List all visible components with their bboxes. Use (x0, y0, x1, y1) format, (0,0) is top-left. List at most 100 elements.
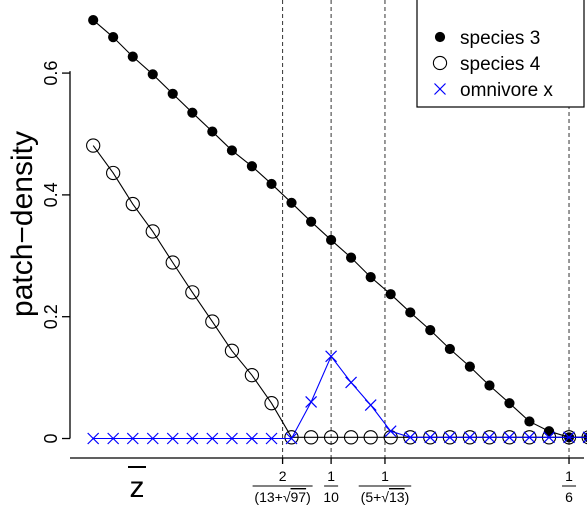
series-line (92, 145, 587, 438)
data-point (185, 285, 200, 300)
data-point (524, 416, 535, 427)
data-point (266, 178, 277, 190)
cross-stroke (434, 83, 446, 95)
series-layer (86, 14, 587, 445)
data-point (365, 272, 376, 283)
data-point (246, 161, 258, 172)
reference-lines (282, 0, 570, 458)
series-line (93, 355, 587, 440)
series-species-4 (86, 138, 587, 445)
plot-area (86, 0, 587, 458)
data-point (245, 432, 258, 445)
data-point (523, 431, 536, 444)
cross-stroke (384, 425, 397, 438)
data-point (405, 307, 416, 318)
x-tick-numerator: 1 (381, 468, 389, 484)
legend-item: species 4 (432, 54, 541, 75)
data-point (265, 432, 278, 445)
data-point (147, 69, 158, 80)
data-point (363, 430, 378, 445)
x-tick-numerator: 1 (327, 468, 335, 484)
data-point (563, 431, 575, 444)
y-tick-label: 0.4 (41, 182, 61, 207)
data-point (343, 430, 359, 445)
cross-stroke (265, 432, 278, 445)
data-point (107, 432, 120, 445)
data-point (503, 431, 516, 444)
y-tick-label: 0.6 (41, 61, 61, 86)
data-point (305, 396, 318, 408)
legend-marker (434, 83, 446, 95)
x-tick-numerator: 2 (279, 468, 287, 484)
legend-label: species 4 (460, 54, 541, 75)
data-point (224, 343, 240, 358)
cross-stroke (503, 431, 516, 444)
data-point (463, 431, 476, 444)
data-point (186, 432, 199, 445)
cross-stroke (126, 432, 139, 445)
data-point (444, 343, 455, 355)
legend-marker (432, 55, 448, 71)
data-point (244, 368, 260, 383)
data-point (325, 350, 338, 363)
data-point (364, 399, 377, 411)
data-point (385, 289, 396, 300)
cross-stroke (404, 431, 417, 444)
data-point (543, 431, 555, 444)
cross-stroke (146, 432, 159, 445)
y-tick-label: 0.2 (41, 304, 61, 329)
legend-item: omnivore x (434, 80, 553, 101)
cross-stroke (345, 376, 358, 389)
data-point (504, 398, 515, 409)
y-tick-label: 0 (41, 434, 61, 444)
cross-stroke (305, 396, 318, 408)
data-point (483, 431, 496, 444)
x-tick-label: 110 (323, 468, 339, 505)
data-point (424, 431, 437, 444)
data-point (582, 431, 587, 444)
data-point (464, 361, 475, 372)
data-point (286, 197, 297, 208)
cross-stroke (325, 350, 338, 363)
data-point (284, 430, 299, 445)
data-point (226, 432, 238, 445)
data-point (303, 430, 319, 445)
x-tick-label: 2 (13+√97) (252, 468, 313, 505)
data-point (345, 252, 357, 263)
legend-item: species 3 (434, 28, 540, 49)
x-tick-label: 16 (562, 468, 577, 505)
x-tick-label: 1 (5+√13) (358, 468, 412, 505)
cross-stroke (285, 432, 298, 445)
data-point (226, 145, 238, 156)
cross-stroke (166, 432, 179, 445)
legend-label: omnivore x (460, 80, 553, 101)
data-point (484, 380, 495, 391)
data-point (345, 376, 358, 389)
legend-marker (434, 31, 446, 43)
data-point (106, 165, 121, 181)
cross-stroke (364, 399, 377, 411)
legend: species 3 species 4 omnivore x (416, 0, 585, 108)
data-point (306, 216, 317, 227)
series-omnivore-x (87, 350, 587, 445)
data-point (165, 255, 180, 270)
cross-stroke (483, 431, 496, 444)
data-point (207, 126, 218, 137)
svg-text:z: z (130, 471, 145, 504)
cross-stroke (226, 432, 238, 445)
cross-stroke (87, 432, 100, 445)
data-point (87, 432, 100, 445)
data-point (264, 396, 279, 411)
data-point (384, 425, 397, 438)
data-point (404, 431, 417, 444)
cross-stroke (206, 432, 219, 445)
data-point (126, 432, 139, 445)
data-point (145, 224, 160, 239)
cross-stroke (523, 431, 536, 444)
legend-label: species 3 (460, 28, 540, 49)
x-tick-denominator: 10 (323, 489, 339, 505)
x-tick-denominator: (13+√97) (254, 489, 310, 505)
data-point (108, 32, 119, 43)
